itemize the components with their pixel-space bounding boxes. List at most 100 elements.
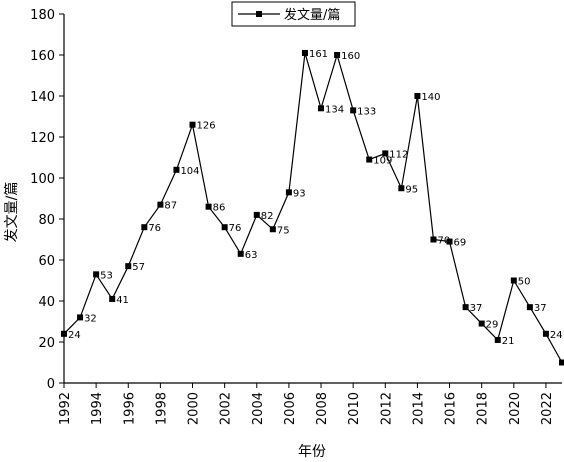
data-label: 134 xyxy=(325,104,344,115)
series-line xyxy=(63,52,563,363)
y-tick-label: 0 xyxy=(47,377,55,392)
data-label: 37 xyxy=(470,303,483,314)
data-point xyxy=(205,203,212,210)
y-tick-label: 120 xyxy=(30,131,55,146)
x-tick-label: 2002 xyxy=(219,392,234,425)
data-point xyxy=(109,295,116,302)
data-point xyxy=(350,107,357,114)
y-tick-label: 20 xyxy=(38,336,55,351)
data-label: 29 xyxy=(486,320,499,331)
data-label: 50 xyxy=(518,277,531,288)
y-tick-label: 180 xyxy=(30,8,55,23)
legend: 发文量/篇 xyxy=(231,1,356,27)
legend-marker xyxy=(256,11,262,17)
x-tick-label: 2008 xyxy=(315,392,330,425)
data-point xyxy=(221,224,228,231)
data-point xyxy=(510,277,517,284)
y-ticks: 0 20 40 60 80 100 120 140 160 180 xyxy=(30,8,64,392)
data-label: 140 xyxy=(421,92,440,103)
x-tick-label: 2000 xyxy=(187,392,202,425)
x-tick-label: 1996 xyxy=(122,392,137,425)
data-point xyxy=(61,330,67,337)
data-label: 70 xyxy=(437,236,450,247)
data-label: 82 xyxy=(261,211,274,222)
y-tick-label: 160 xyxy=(30,49,55,64)
x-ticks: 1992 1994 1996 1998 2000 2002 2004 2006 2008 2010… xyxy=(58,383,555,425)
data-point xyxy=(334,52,341,58)
data-label: 75 xyxy=(277,225,290,236)
data-label: 93 xyxy=(293,188,306,199)
data-label: 95 xyxy=(405,184,418,195)
data-label: 104 xyxy=(180,166,199,177)
data-point xyxy=(157,201,164,208)
data-point xyxy=(366,156,373,163)
x-tick-label: 2010 xyxy=(347,392,362,425)
series xyxy=(61,49,564,366)
data-point xyxy=(494,336,501,343)
data-point xyxy=(77,314,84,321)
data-point xyxy=(478,320,485,327)
x-tick-label: 2016 xyxy=(444,392,459,425)
data-label: 21 xyxy=(502,336,515,347)
data-point xyxy=(414,93,421,99)
data-label: 32 xyxy=(84,313,97,324)
y-tick-label: 80 xyxy=(38,213,55,228)
data-point xyxy=(285,189,292,196)
data-label: 37 xyxy=(534,303,547,314)
x-tick-label: 2014 xyxy=(411,392,426,425)
y-tick-label: 40 xyxy=(38,295,55,310)
x-axis-title: 年份 xyxy=(298,444,326,460)
data-point xyxy=(93,271,100,278)
y-axis-title: 发文量/篇 xyxy=(4,182,20,243)
x-tick-label: 2012 xyxy=(379,392,394,425)
data-point xyxy=(526,304,533,311)
data-point xyxy=(301,49,308,56)
data-label: 161 xyxy=(309,49,328,60)
y-tick-label: 60 xyxy=(38,254,55,269)
data-labels: 2432534157768710412686766382759316113416… xyxy=(68,49,563,347)
data-point xyxy=(462,304,469,311)
data-point xyxy=(237,250,244,257)
x-tick-label: 2020 xyxy=(508,392,523,425)
data-point xyxy=(446,238,453,245)
x-tick-label: 1992 xyxy=(58,392,73,425)
data-label: 57 xyxy=(132,262,145,273)
data-point xyxy=(559,359,564,366)
data-point xyxy=(125,263,132,270)
y-tick-label: 140 xyxy=(30,90,55,105)
x-tick-label: 2018 xyxy=(476,392,491,425)
data-point xyxy=(382,150,389,157)
data-label: 69 xyxy=(454,238,467,249)
data-label: 133 xyxy=(357,106,376,117)
data-point xyxy=(189,121,196,128)
data-label: 160 xyxy=(341,51,360,62)
data-label: 63 xyxy=(245,250,258,261)
data-point xyxy=(173,166,180,173)
legend-label: 发文量/篇 xyxy=(284,7,340,23)
data-label: 24 xyxy=(68,330,81,341)
data-label: 126 xyxy=(197,121,216,132)
data-label: 109 xyxy=(373,156,392,167)
data-point xyxy=(269,226,276,233)
data-point xyxy=(253,211,260,218)
data-point xyxy=(542,330,549,337)
x-tick-label: 2006 xyxy=(283,392,298,425)
data-point xyxy=(318,105,325,112)
data-label: 76 xyxy=(148,223,161,234)
axes xyxy=(63,14,562,384)
y-tick-label: 100 xyxy=(30,172,55,187)
x-tick-label: 2004 xyxy=(251,392,266,425)
data-point xyxy=(398,185,405,192)
x-tick-label: 1998 xyxy=(154,392,169,425)
data-label: 86 xyxy=(213,203,226,214)
data-label: 41 xyxy=(116,295,129,306)
data-label: 24 xyxy=(550,330,563,341)
data-label: 53 xyxy=(100,270,113,281)
data-label: 87 xyxy=(164,201,177,212)
data-label: 76 xyxy=(229,223,242,234)
data-point xyxy=(430,236,437,243)
data-point xyxy=(141,224,148,231)
data-label: 112 xyxy=(389,149,408,160)
x-tick-label: 2022 xyxy=(540,392,555,425)
